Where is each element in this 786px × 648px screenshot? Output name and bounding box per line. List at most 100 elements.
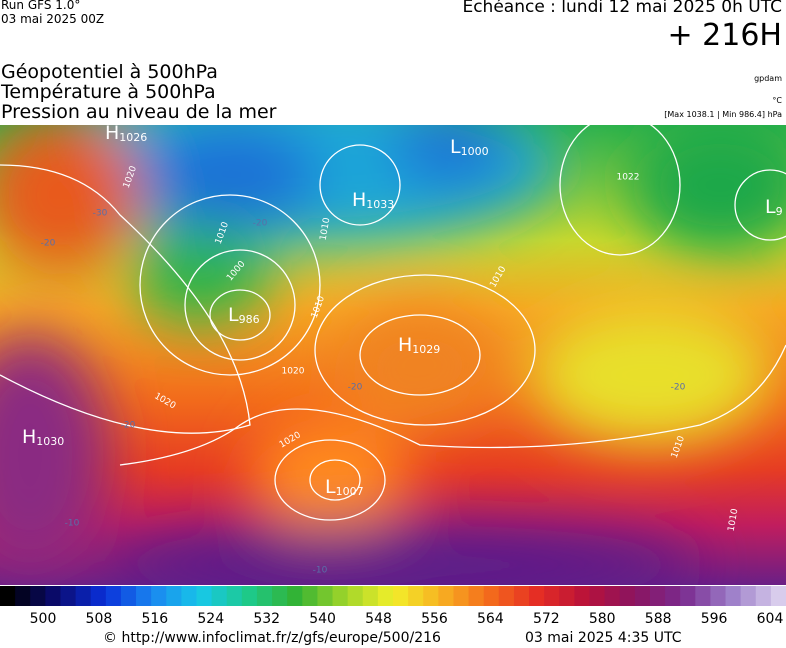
temperature-label: -20 [41, 239, 56, 249]
colorbar-swatch [498, 586, 515, 606]
colorbar-swatch [317, 586, 334, 606]
pressure-center: L1000 [450, 136, 489, 159]
colorbar-swatch [75, 586, 92, 606]
layer-label: Pression au niveau de la mer [1, 101, 277, 123]
run-date: 03 mai 2025 00Z [1, 12, 105, 26]
colorbar-swatch [695, 586, 711, 606]
colorbar-swatch [574, 586, 590, 606]
colorbar [0, 586, 786, 606]
valid-time: Echéance : lundi 12 mai 2025 0h UTC [462, 0, 782, 17]
isobar-label: 1020 [282, 367, 305, 377]
center-type: L [228, 304, 239, 326]
colorbar-swatch [136, 586, 152, 606]
run-label: Run GFS 1.0° [1, 0, 81, 12]
colorbar-swatch [408, 586, 424, 606]
colorbar-swatch [332, 586, 349, 606]
colorbar-swatch [226, 586, 243, 606]
center-type: L [765, 196, 776, 218]
colorbar-labels: 500 508 516 524 532 540 548 556 564 572 580 588 596 6… [30, 611, 784, 627]
colorbar-swatch [181, 586, 197, 606]
colorbar-label: 508 [86, 611, 113, 627]
colorbar-label: 524 [197, 611, 224, 627]
center-value: 9 [776, 205, 783, 218]
unit-label: °C [772, 96, 782, 105]
colorbar-swatch [393, 586, 409, 606]
temperature-label: -20 [671, 383, 686, 393]
temperature-label: -10 [313, 566, 328, 576]
colorbar-swatch [347, 586, 364, 606]
colorbar-swatch [634, 586, 651, 606]
center-type: H [22, 426, 36, 448]
unit-label: gpdam [754, 74, 782, 83]
center-value: 1007 [336, 485, 364, 498]
colorbar-swatch [287, 586, 303, 606]
colorbar-swatch [725, 586, 742, 606]
pressure-center: H1026 [105, 125, 147, 144]
colorbar-swatch [513, 586, 530, 606]
colorbar-swatch [377, 586, 394, 606]
colorbar-swatch [423, 586, 439, 606]
center-value: 1026 [119, 131, 147, 144]
temperature-label: -20 [253, 219, 268, 229]
colorbar-label: 564 [477, 611, 504, 627]
pressure-center: L1007 [325, 476, 364, 499]
colorbar-label: 580 [589, 611, 616, 627]
source-url: © http://www.infoclimat.fr/z/gfs/europe/… [103, 630, 441, 646]
colorbar-label: 596 [701, 611, 728, 627]
colorbar-swatch [680, 586, 696, 606]
colorbar-swatch [453, 586, 470, 606]
colorbar-swatch [589, 586, 606, 606]
colorbar-swatch [151, 586, 167, 606]
colorbar-swatch [120, 586, 137, 606]
colorbar-swatch [30, 586, 46, 606]
colorbar-swatch [256, 586, 273, 606]
colorbar-swatch [665, 586, 681, 606]
colorbar-swatch [196, 586, 213, 606]
pressure-center: H1029 [398, 334, 440, 357]
layer-label: Géopotentiel à 500hPa [1, 61, 218, 83]
temperature-label: -10 [65, 519, 80, 529]
colorbar-label: 516 [141, 611, 168, 627]
center-type: H [398, 334, 412, 356]
colorbar-swatch [15, 586, 31, 606]
colorbar-swatch [272, 586, 288, 606]
center-value: 1030 [36, 435, 64, 448]
map: H1026 L1000H1033L986H1029H1030L1007L91020… [0, 125, 786, 585]
colorbar-swatch [604, 586, 621, 606]
colorbar-label: 604 [757, 611, 784, 627]
colorbar-label: 540 [309, 611, 336, 627]
colorbar-swatch [45, 586, 61, 606]
center-value: 1033 [366, 198, 394, 211]
colorbar-swatch [710, 586, 727, 606]
colorbar-swatch [0, 586, 16, 606]
colorbar-swatch [362, 586, 379, 606]
pressure-center: H1030 [22, 426, 64, 449]
lead-time: + 216H [667, 18, 783, 53]
temperature-field [0, 125, 786, 585]
colorbar-swatch [649, 586, 666, 606]
colorbar-swatch [468, 586, 485, 606]
colorbar-label: 532 [253, 611, 280, 627]
colorbar-swatch [241, 586, 258, 606]
colorbar-swatch [60, 586, 77, 606]
center-type: L [325, 476, 336, 498]
colorbar-label: 548 [365, 611, 392, 627]
colorbar-swatch [755, 586, 772, 606]
colorbar-swatch [211, 586, 228, 606]
colorbar-swatch [544, 586, 560, 606]
temperature-label: -30 [93, 209, 108, 219]
colorbar-swatch [770, 586, 786, 606]
center-type: L [450, 136, 461, 158]
colorbar-swatch [105, 586, 122, 606]
isobar-label: 1022 [617, 173, 640, 183]
colorbar-swatch [166, 586, 182, 606]
unit-label: [Max 1038.1 | Min 986.4] hPa [664, 110, 782, 119]
colorbar-label: 588 [645, 611, 672, 627]
colorbar-label: 556 [421, 611, 448, 627]
temperature-label: -20 [121, 421, 136, 431]
center-type: H [352, 189, 366, 211]
pressure-center: L9 [765, 196, 783, 219]
isobars [0, 125, 786, 521]
isobar-label: 1010 [319, 217, 333, 242]
